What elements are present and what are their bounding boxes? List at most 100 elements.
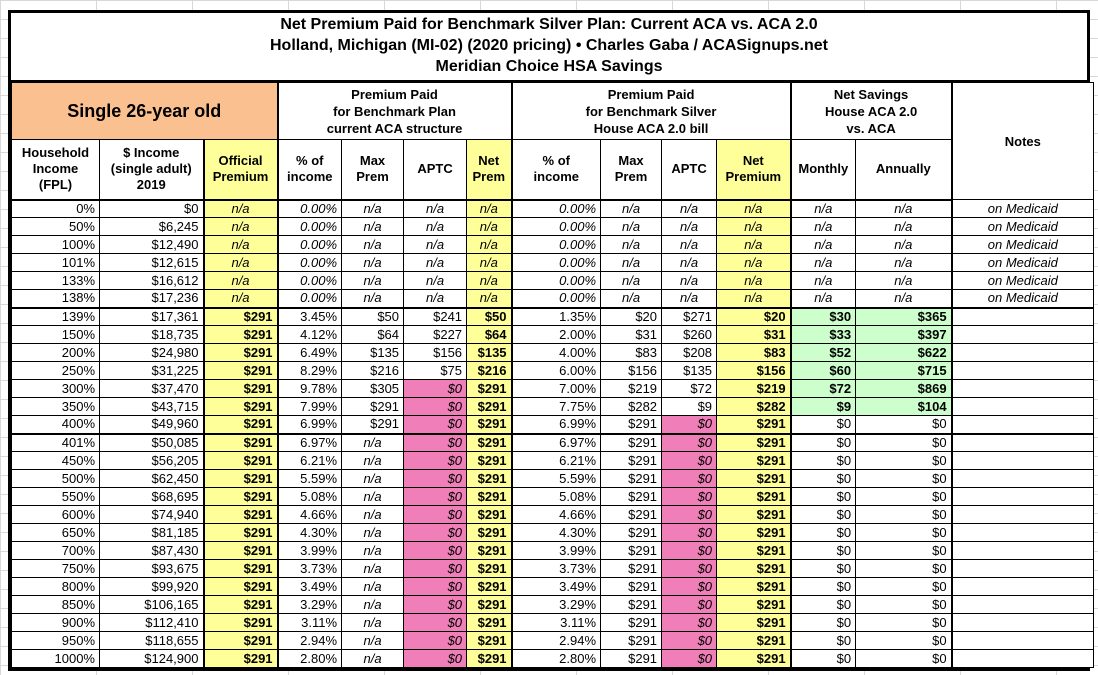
cell-pct2[interactable]: 2.94% xyxy=(510,631,602,650)
cell-notes[interactable]: on Medicaid xyxy=(950,199,1095,218)
column-header-pct-income-aca[interactable]: % of income xyxy=(276,139,343,201)
cell-net2[interactable]: $291 xyxy=(716,541,792,560)
cell-net2[interactable]: $291 xyxy=(716,487,792,506)
cell-monthly[interactable]: $0 xyxy=(789,649,857,668)
cell-notes[interactable] xyxy=(950,307,1095,326)
cell-aptc2[interactable]: $0 xyxy=(661,505,718,524)
cell-pct1[interactable]: 3.73% xyxy=(276,559,343,578)
cell-pct2[interactable]: 5.59% xyxy=(510,469,602,488)
cell-pct2[interactable]: 5.08% xyxy=(510,487,602,506)
cell-annually[interactable]: $0 xyxy=(855,451,953,470)
cell-net2[interactable]: $291 xyxy=(716,469,792,488)
cell-monthly[interactable]: n/a xyxy=(789,217,857,236)
cell-net1[interactable]: $291 xyxy=(466,523,513,542)
cell-pct2[interactable]: 0.00% xyxy=(510,217,602,236)
cell-pct1[interactable]: 2.94% xyxy=(276,631,343,650)
cell-aptc1[interactable]: $0 xyxy=(403,577,468,596)
cell-official[interactable]: $291 xyxy=(202,541,279,560)
cell-monthly[interactable]: $9 xyxy=(789,397,857,416)
cell-annually[interactable]: $0 xyxy=(855,631,953,650)
cell-aptc2[interactable]: $0 xyxy=(661,433,718,452)
cell-pct2[interactable]: 6.00% xyxy=(510,361,602,380)
cell-fpl[interactable]: 138% xyxy=(11,289,100,309)
column-header-aptc-aca[interactable]: APTC xyxy=(403,139,468,201)
cell-pct1[interactable]: 5.59% xyxy=(276,469,343,488)
cell-net2[interactable]: $291 xyxy=(716,451,792,470)
cell-monthly[interactable]: $0 xyxy=(789,469,857,488)
cell-annually[interactable]: $0 xyxy=(855,649,953,668)
cell-fpl[interactable]: 950% xyxy=(11,631,100,650)
cell-income[interactable]: $0 xyxy=(99,199,204,218)
column-header-net-premium-aca2[interactable]: Net Premium xyxy=(716,139,792,201)
cell-net1[interactable]: $291 xyxy=(466,433,513,452)
cell-aptc2[interactable]: $0 xyxy=(661,559,718,578)
cell-official[interactable]: $291 xyxy=(202,415,279,435)
cell-official[interactable]: $291 xyxy=(202,631,279,650)
cell-net1[interactable]: $291 xyxy=(466,559,513,578)
cell-max2[interactable]: $219 xyxy=(600,379,663,398)
cell-pct2[interactable]: 0.00% xyxy=(510,253,602,272)
group-header-aca-2-0[interactable]: Premium Paid for Benchmark Silver House … xyxy=(510,82,792,140)
cell-max1[interactable]: n/a xyxy=(341,559,405,578)
cell-net2[interactable]: $291 xyxy=(716,505,792,524)
cell-notes[interactable] xyxy=(950,595,1095,614)
cell-aptc2[interactable]: $135 xyxy=(661,361,718,380)
cell-annually[interactable]: $622 xyxy=(855,343,953,362)
cell-pct2[interactable]: 0.00% xyxy=(510,235,602,254)
column-header-aptc-aca2[interactable]: APTC xyxy=(661,139,718,201)
cell-max1[interactable]: $305 xyxy=(341,379,405,398)
cell-net2[interactable]: $20 xyxy=(716,307,792,326)
cell-monthly[interactable]: $33 xyxy=(789,325,857,344)
group-header-current-aca[interactable]: Premium Paid for Benchmark Plan current … xyxy=(276,82,513,140)
cell-pct2[interactable]: 6.99% xyxy=(510,415,602,435)
column-header-income[interactable]: $ Income (single adult) 2019 xyxy=(99,139,204,201)
cell-income[interactable]: $68,695 xyxy=(99,487,204,506)
cell-pct1[interactable]: 3.99% xyxy=(276,541,343,560)
cell-notes[interactable] xyxy=(950,379,1095,398)
cell-aptc1[interactable]: n/a xyxy=(403,289,468,309)
cell-max1[interactable]: $291 xyxy=(341,415,405,435)
cell-max1[interactable]: $135 xyxy=(341,343,405,362)
cell-max1[interactable]: n/a xyxy=(341,649,405,668)
cell-pct1[interactable]: 0.00% xyxy=(276,199,343,218)
cell-fpl[interactable]: 800% xyxy=(11,577,100,596)
cell-aptc2[interactable]: $0 xyxy=(661,595,718,614)
cell-net2[interactable]: n/a xyxy=(716,235,792,254)
cell-fpl[interactable]: 101% xyxy=(11,253,100,272)
cell-official[interactable]: n/a xyxy=(202,289,279,309)
cell-pct1[interactable]: 8.29% xyxy=(276,361,343,380)
cell-pct2[interactable]: 1.35% xyxy=(510,307,602,326)
cell-annually[interactable]: n/a xyxy=(855,271,953,290)
cell-fpl[interactable]: 400% xyxy=(11,415,100,435)
cell-official[interactable]: $291 xyxy=(202,595,279,614)
cell-notes[interactable] xyxy=(950,433,1095,452)
cell-aptc1[interactable]: $0 xyxy=(403,649,468,668)
cell-pct1[interactable]: 3.45% xyxy=(276,307,343,326)
cell-fpl[interactable]: 500% xyxy=(11,469,100,488)
cell-aptc2[interactable]: $260 xyxy=(661,325,718,344)
cell-pct2[interactable]: 4.66% xyxy=(510,505,602,524)
cell-max1[interactable]: n/a xyxy=(341,253,405,272)
cell-income[interactable]: $17,361 xyxy=(99,307,204,326)
cell-max1[interactable]: n/a xyxy=(341,613,405,632)
cell-net1[interactable]: $291 xyxy=(466,649,513,668)
cell-max2[interactable]: $291 xyxy=(600,451,663,470)
cell-net2[interactable]: n/a xyxy=(716,289,792,309)
column-header-max-prem-aca2[interactable]: Max Prem xyxy=(600,139,663,201)
cell-income[interactable]: $99,920 xyxy=(99,577,204,596)
cell-aptc1[interactable]: n/a xyxy=(403,217,468,236)
cell-net1[interactable]: $291 xyxy=(466,595,513,614)
cell-pct1[interactable]: 0.00% xyxy=(276,289,343,309)
column-header-fpl[interactable]: Household Income (FPL) xyxy=(11,139,100,201)
cell-notes[interactable] xyxy=(950,487,1095,506)
cell-fpl[interactable]: 300% xyxy=(11,379,100,398)
cell-notes[interactable] xyxy=(950,631,1095,650)
cell-net2[interactable]: $156 xyxy=(716,361,792,380)
cell-official[interactable]: n/a xyxy=(202,199,279,218)
cell-net1[interactable]: $291 xyxy=(466,379,513,398)
cell-max1[interactable]: n/a xyxy=(341,577,405,596)
cell-pct1[interactable]: 6.21% xyxy=(276,451,343,470)
cell-fpl[interactable]: 0% xyxy=(11,199,100,218)
cell-max2[interactable]: $291 xyxy=(600,649,663,668)
cell-max1[interactable]: $291 xyxy=(341,397,405,416)
